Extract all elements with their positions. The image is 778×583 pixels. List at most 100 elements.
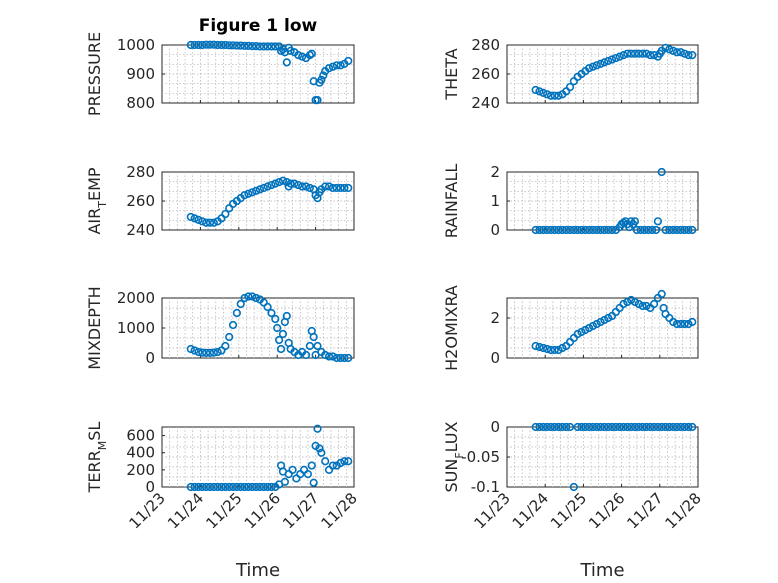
data-point — [653, 217, 662, 226]
data-point — [209, 482, 218, 492]
data-point — [688, 225, 697, 235]
data-point — [546, 225, 556, 235]
data-point — [665, 422, 674, 432]
data-point — [221, 341, 230, 351]
data-point — [623, 49, 632, 58]
data-point — [546, 345, 556, 355]
data-point — [634, 422, 643, 432]
y-tick-label: 0 — [490, 349, 500, 367]
data-point — [190, 482, 199, 492]
data-point — [539, 343, 548, 353]
data-point — [684, 225, 693, 235]
data-point — [653, 422, 662, 432]
data-point — [642, 422, 651, 432]
data-point — [336, 61, 345, 70]
y-tick-label: 0 — [145, 478, 155, 496]
y-tick-label: 900 — [126, 65, 155, 83]
data-point — [531, 422, 540, 432]
data-point — [248, 42, 257, 51]
x-axis-label: Time — [235, 560, 280, 581]
data-point — [251, 293, 261, 303]
data-point — [288, 465, 297, 474]
subplot-4: 0 1 2 RAINFALL — [442, 163, 699, 239]
data-point — [321, 350, 330, 360]
data-point — [209, 218, 218, 227]
subplot-1: 800 900 1000 PRESSURE Figure 1 low — [85, 16, 355, 116]
data-point — [661, 422, 670, 432]
data-point — [328, 183, 337, 193]
data-point — [661, 43, 670, 53]
x-tick-label: 11/27 — [623, 489, 666, 532]
data-point — [309, 332, 318, 342]
data-point — [225, 482, 234, 492]
data-point — [632, 225, 641, 235]
data-point — [577, 422, 586, 432]
data-point — [328, 62, 337, 71]
y-tick-label: 1000 — [117, 319, 155, 337]
y-axis-label: THETA — [442, 48, 461, 100]
data-point — [209, 348, 218, 357]
data-point — [263, 302, 272, 312]
data-point — [581, 225, 590, 235]
data-point — [194, 482, 203, 492]
data-point — [676, 319, 685, 329]
y-tick-label: 240 — [471, 94, 500, 112]
data-point — [592, 61, 601, 70]
data-point — [535, 87, 544, 96]
data-point — [611, 53, 620, 63]
data-point — [240, 482, 249, 492]
data-point — [244, 41, 253, 50]
data-point — [332, 183, 341, 193]
data-point — [317, 75, 326, 84]
data-point — [600, 225, 609, 235]
data-point — [688, 51, 697, 60]
data-point — [259, 183, 268, 193]
data-point — [317, 448, 326, 457]
y-axis-label: TERRMSL — [85, 422, 109, 494]
data-point — [619, 51, 628, 60]
data-point — [313, 424, 322, 433]
data-point — [324, 182, 334, 191]
data-point — [202, 218, 211, 227]
y-axis-label: SUNFLUX — [442, 421, 466, 492]
y-tick-label: 0 — [490, 221, 500, 239]
data-point — [236, 299, 245, 309]
data-point — [573, 225, 582, 235]
data-point — [543, 344, 552, 354]
data-point — [276, 344, 286, 354]
y-tick-label: 2000 — [117, 289, 155, 307]
data-point — [190, 346, 199, 355]
data-point — [198, 482, 207, 492]
y-axis-label: MIXDEPTH — [85, 286, 104, 369]
data-point — [669, 46, 678, 55]
data-point — [271, 314, 280, 324]
data-point — [267, 308, 276, 318]
data-point — [550, 345, 559, 355]
data-point — [680, 319, 689, 329]
data-point — [319, 71, 328, 80]
chart-title: Figure 1 low — [199, 16, 318, 36]
data-point — [627, 422, 636, 432]
data-point — [562, 225, 571, 235]
data-point — [240, 293, 249, 303]
data-point — [324, 64, 334, 73]
data-point — [672, 319, 682, 329]
data-point — [198, 348, 207, 357]
data-point — [194, 215, 203, 224]
data-point — [303, 470, 313, 479]
data-point — [313, 341, 322, 351]
x-tick-label: 11/28 — [318, 489, 361, 532]
data-point — [332, 353, 341, 363]
data-point — [688, 317, 697, 327]
y-tick-label: 280 — [471, 36, 500, 54]
data-point — [630, 49, 640, 58]
data-point — [298, 52, 307, 61]
data-point — [565, 225, 575, 235]
data-point — [585, 422, 594, 432]
data-point — [554, 422, 563, 432]
data-point — [600, 422, 609, 432]
data-point — [305, 183, 314, 193]
data-point — [186, 212, 195, 222]
data-point — [244, 292, 253, 301]
data-point — [313, 95, 322, 105]
